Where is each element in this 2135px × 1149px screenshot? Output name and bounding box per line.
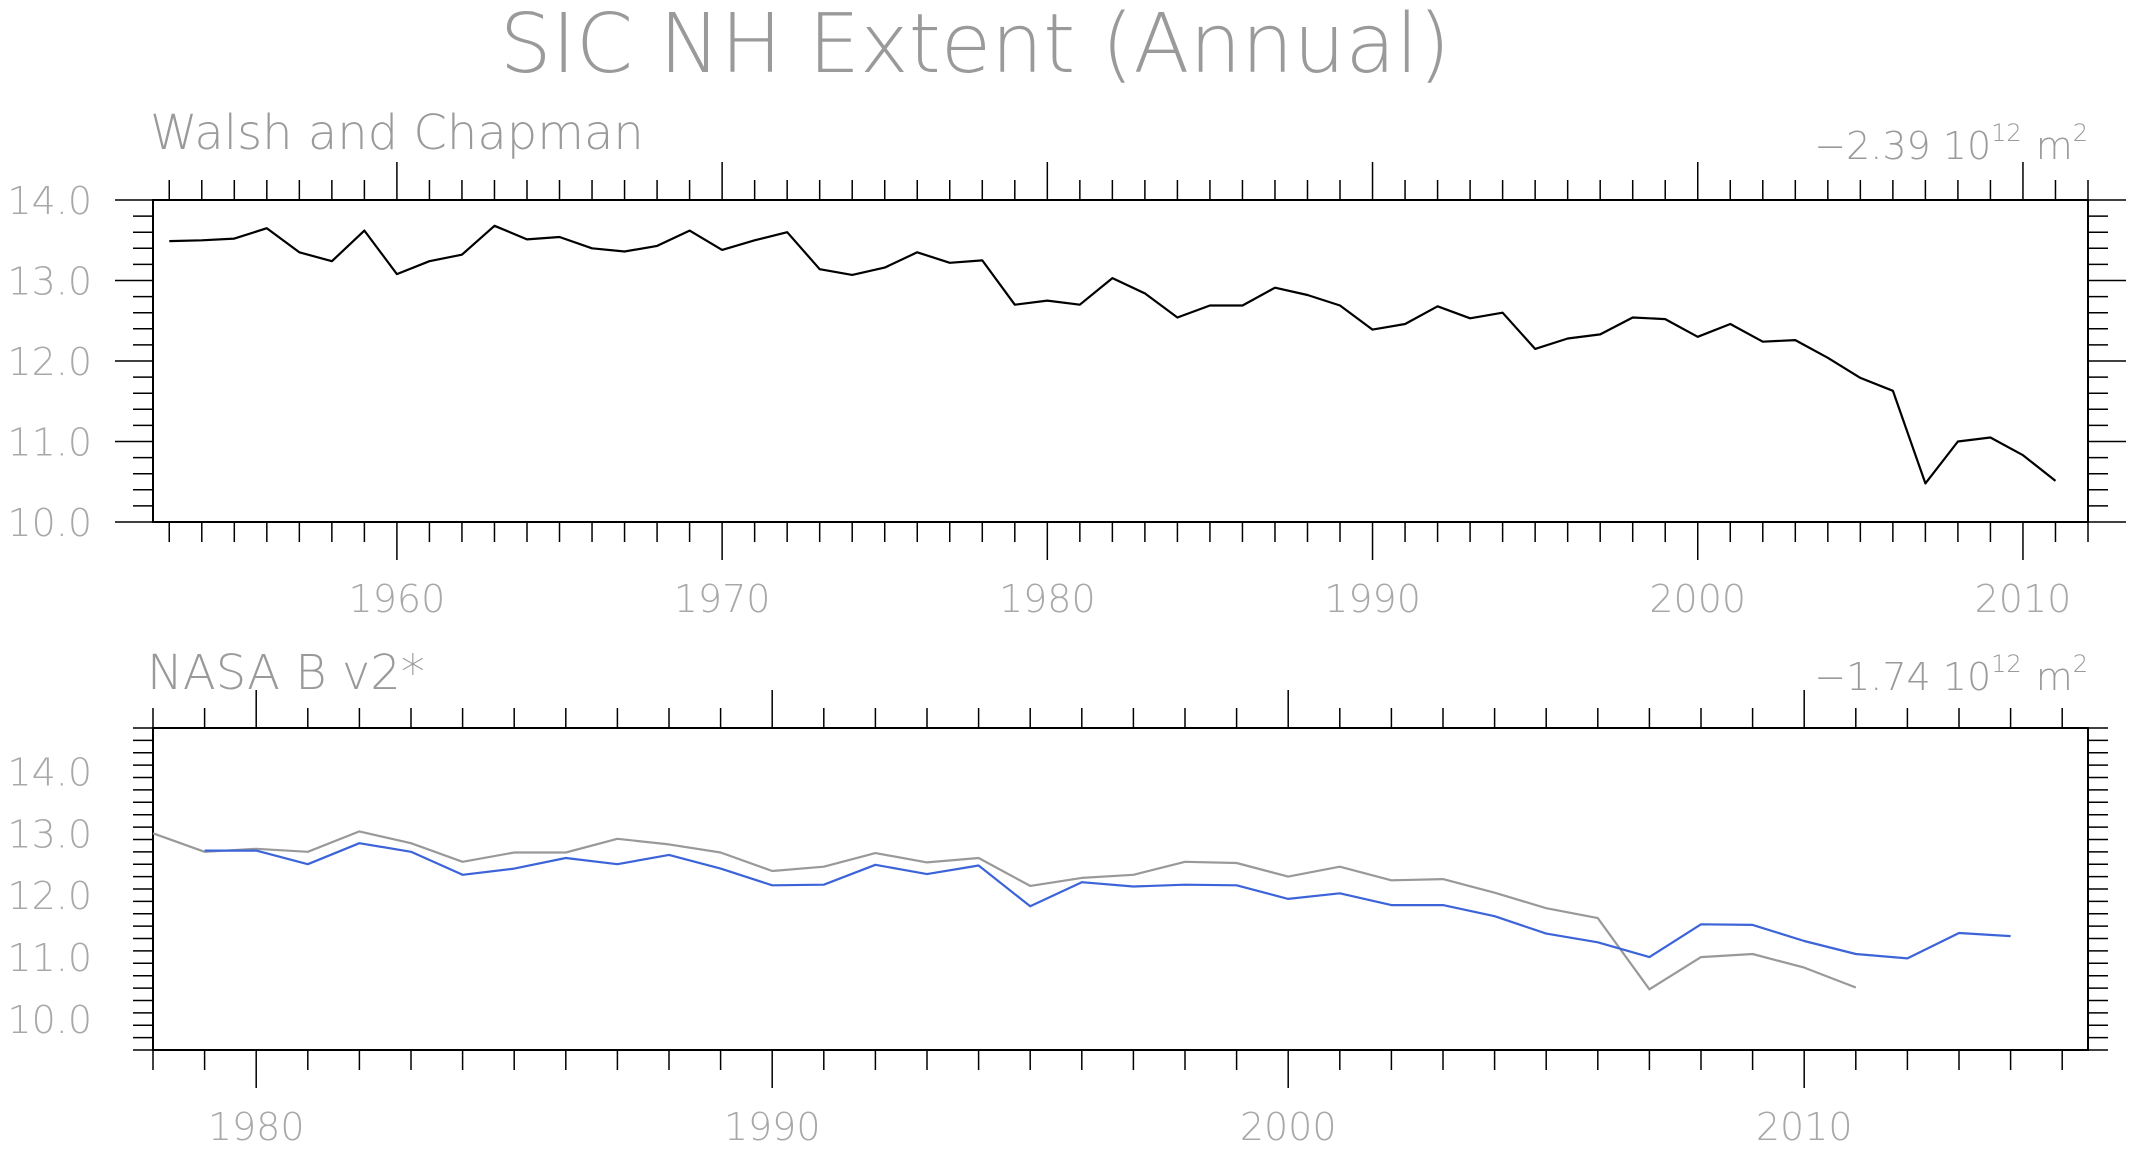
x-tick-label: 1990 — [1324, 577, 1421, 621]
panel1-series — [169, 224, 2057, 485]
panel1-x-tick-labels: 1960 1970 1980 1990 2000 2010 — [349, 577, 2072, 621]
panel-nasa-b: NASA B v2* −1.74 1012 m2 1980 1990 2000 2010… — [7, 645, 2108, 1149]
y-tick-label: 12.0 — [7, 340, 92, 384]
x-tick-label: 2000 — [1240, 1105, 1337, 1149]
figure-title: SIC NH Extent (Annual) — [500, 0, 1451, 92]
series-line-2 — [204, 842, 2011, 960]
x-tick-label: 2000 — [1649, 577, 1746, 621]
x-tick-label: 1970 — [674, 577, 771, 621]
x-tick-label: 1960 — [349, 577, 446, 621]
panel2-x-tick-labels: 1980 1990 2000 2010 — [208, 1105, 1853, 1149]
panel2-ticks — [133, 690, 2108, 1088]
y-tick-label: 13.0 — [7, 260, 92, 304]
y-tick-label: 10.0 — [7, 998, 92, 1042]
y-tick-label: 14.0 — [7, 179, 92, 223]
panel1-trend-label: −2.39 1012 m2 — [1814, 119, 2088, 168]
y-tick-label: 14.0 — [7, 750, 92, 794]
series-line-1 — [169, 224, 2057, 485]
series-line-1 — [152, 830, 1857, 991]
panel2-y-tick-labels: 10.0 11.0 12.0 13.0 14.0 — [7, 750, 92, 1042]
panel1-ticks — [115, 162, 2126, 560]
y-tick-label: 11.0 — [7, 936, 92, 980]
y-tick-label: 11.0 — [7, 421, 92, 465]
panel1-frame — [152, 199, 2089, 523]
panel-walsh-chapman: Walsh and Chapman −2.39 1012 m2 1960 1970 1… — [7, 105, 2126, 621]
x-tick-label: 2010 — [1756, 1105, 1853, 1149]
x-tick-label: 1990 — [724, 1105, 821, 1149]
panel1-y-tick-labels: 10.0 11.0 12.0 13.0 14.0 — [7, 179, 92, 545]
panel2-trend-label: −1.74 1012 m2 — [1814, 650, 2088, 699]
panel2-subtitle: NASA B v2* — [147, 645, 425, 701]
x-tick-label: 2010 — [1975, 577, 2072, 621]
panel1-subtitle: Walsh and Chapman — [150, 105, 644, 161]
y-tick-label: 13.0 — [7, 812, 92, 856]
y-tick-label: 10.0 — [7, 501, 92, 545]
y-tick-label: 12.0 — [7, 874, 92, 918]
x-tick-label: 1980 — [208, 1105, 305, 1149]
panel2-frame — [152, 727, 2089, 1051]
panel2-series — [152, 830, 2011, 991]
x-tick-label: 1980 — [999, 577, 1096, 621]
